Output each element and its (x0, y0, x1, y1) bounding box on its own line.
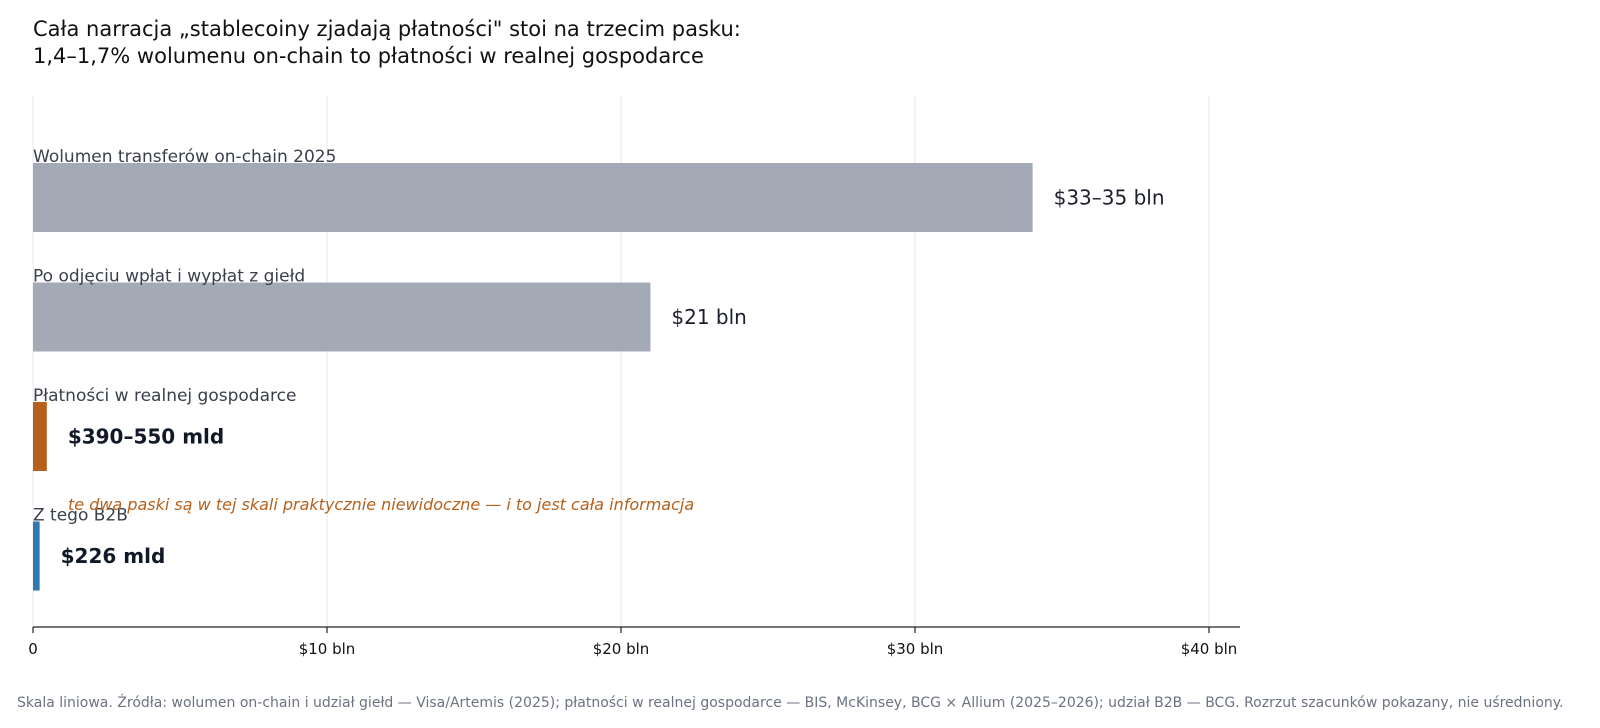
category-labels: Wolumen transferów on-chain 2025 Po odjęc… (33, 147, 336, 526)
value-label: $226 mld (61, 544, 166, 568)
bar (33, 402, 47, 471)
x-axis-ticks: 0 $10 bln $20 bln $30 bln $40 bln (28, 627, 1237, 658)
value-label: $390–550 mld (68, 425, 224, 449)
chart-title-line-2: 1,4–1,7% wolumenu on-chain to płatności … (33, 44, 704, 68)
value-label: $21 bln (671, 305, 746, 329)
bar (33, 521, 40, 591)
value-labels: $33–35 bln $21 bln $390–550 mld $226 mld (61, 186, 1165, 569)
footnote: Skala liniowa. Źródła: wolumen on-chain … (17, 693, 1564, 711)
bar (33, 163, 1033, 232)
x-tick-label: $10 bln (299, 640, 356, 658)
category-label: Z tego B2B (33, 506, 128, 526)
annotation: te dwa paski są w tej skali praktycznie … (68, 495, 694, 514)
chart-title-line-1: Cała narracja „stablecoiny zjadają płatn… (33, 17, 741, 41)
bar (33, 282, 651, 352)
category-label: Płatności w realnej gospodarce (33, 386, 296, 406)
category-label: Po odjęciu wpłat i wypłat z giełd (33, 267, 305, 287)
x-tick-label: $20 bln (593, 640, 650, 658)
x-tick-label: $30 bln (887, 640, 944, 658)
x-tick-label: 0 (28, 640, 38, 658)
x-tick-label: $40 bln (1181, 640, 1238, 658)
bars (33, 163, 1033, 591)
category-label: Wolumen transferów on-chain 2025 (33, 147, 336, 167)
value-label: $33–35 bln (1054, 186, 1165, 210)
